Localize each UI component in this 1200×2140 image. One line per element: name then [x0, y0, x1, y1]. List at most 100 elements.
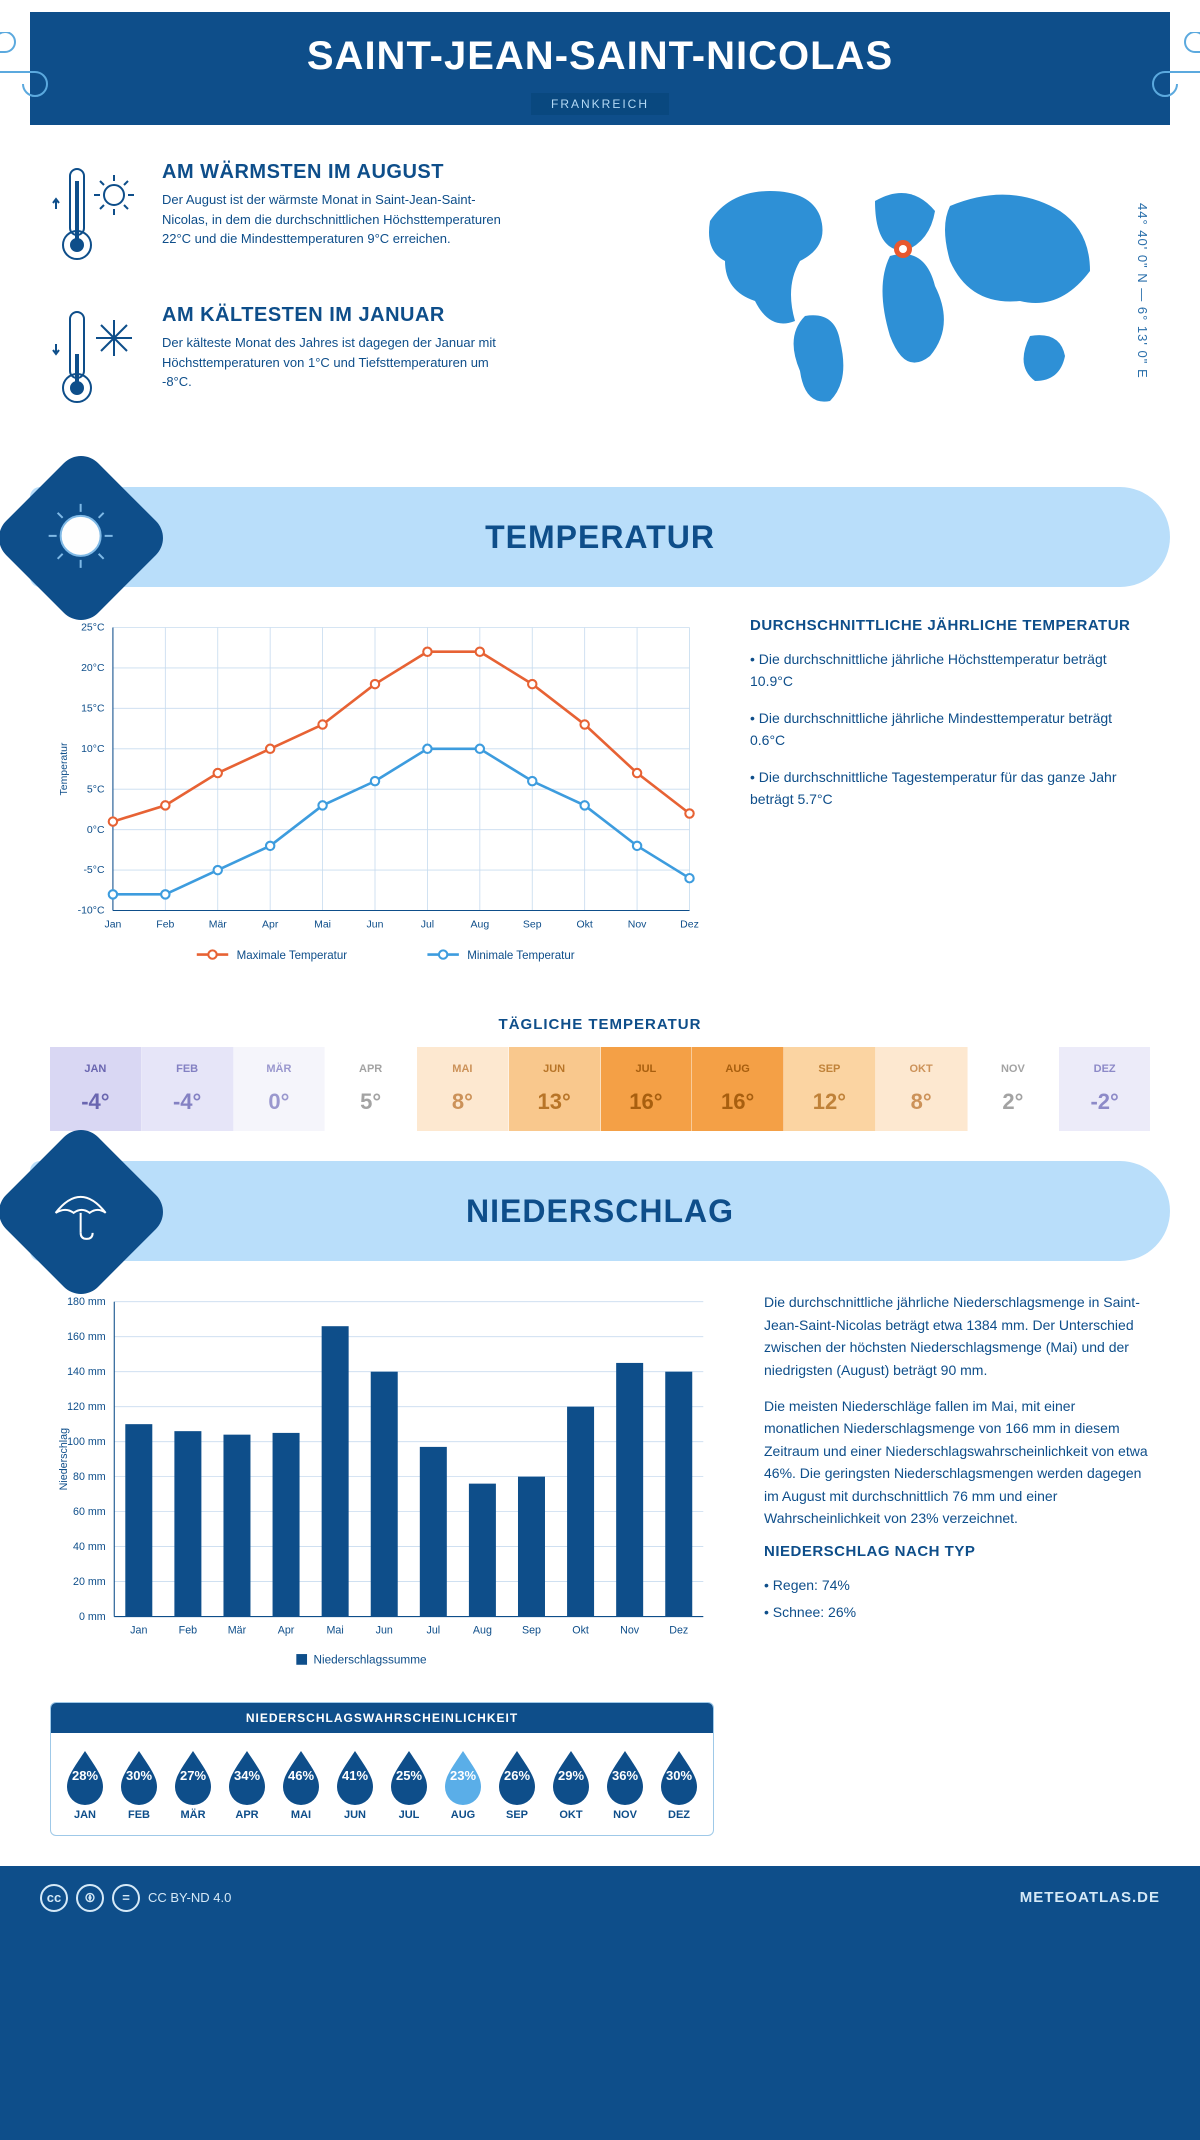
- intro-section: AM WÄRMSTEN IM AUGUST Der August ist der…: [30, 125, 1170, 467]
- svg-text:Apr: Apr: [262, 919, 279, 930]
- by-icon: 🅯: [76, 1884, 104, 1912]
- country-label: FRANKREICH: [531, 93, 669, 115]
- svg-text:Jul: Jul: [421, 919, 434, 930]
- temp-cell: OKT8°: [876, 1047, 968, 1131]
- svg-text:160 mm: 160 mm: [67, 1331, 106, 1343]
- svg-text:Mär: Mär: [209, 919, 228, 930]
- svg-text:0 mm: 0 mm: [79, 1611, 106, 1623]
- prob-drop: 30% DEZ: [655, 1747, 703, 1821]
- temp-cell: FEB-4°: [142, 1047, 234, 1131]
- prob-row: 28% JAN 30% FEB 27% MÄR 34% APR 46% MAI …: [51, 1733, 713, 1835]
- svg-text:Okt: Okt: [572, 1625, 589, 1637]
- prob-drop: 36% NOV: [601, 1747, 649, 1821]
- temp-cell: SEP12°: [784, 1047, 876, 1131]
- svg-text:40 mm: 40 mm: [73, 1541, 106, 1553]
- svg-text:120 mm: 120 mm: [67, 1401, 106, 1413]
- svg-text:-5°C: -5°C: [83, 865, 104, 876]
- prob-drop: 26% SEP: [493, 1747, 541, 1821]
- svg-text:Sep: Sep: [523, 919, 542, 930]
- prob-drop: 34% APR: [223, 1747, 271, 1821]
- svg-text:20 mm: 20 mm: [73, 1576, 106, 1588]
- prob-drop: 23% AUG: [439, 1747, 487, 1821]
- prob-drop: 27% MÄR: [169, 1747, 217, 1821]
- nd-icon: =: [112, 1884, 140, 1912]
- svg-text:180 mm: 180 mm: [67, 1296, 106, 1308]
- svg-text:Jul: Jul: [426, 1625, 440, 1637]
- precip-type-item: • Regen: 74%: [764, 1574, 1150, 1596]
- prob-drop: 46% MAI: [277, 1747, 325, 1821]
- svg-text:140 mm: 140 mm: [67, 1366, 106, 1378]
- svg-text:20°C: 20°C: [81, 663, 105, 674]
- svg-text:Feb: Feb: [179, 1625, 197, 1637]
- svg-text:Apr: Apr: [278, 1625, 295, 1637]
- svg-text:5°C: 5°C: [87, 784, 105, 795]
- temp-bullet: • Die durchschnittliche jährliche Höchst…: [750, 648, 1150, 693]
- svg-text:15°C: 15°C: [81, 704, 105, 715]
- svg-text:100 mm: 100 mm: [67, 1436, 106, 1448]
- svg-text:Jan: Jan: [130, 1625, 147, 1637]
- prob-drop: 30% FEB: [115, 1747, 163, 1821]
- svg-text:Temperatur: Temperatur: [59, 742, 70, 795]
- temp-info-title: DURCHSCHNITTLICHE JÄHRLICHE TEMPERATUR: [750, 617, 1150, 634]
- svg-text:Minimale Temperatur: Minimale Temperatur: [467, 950, 574, 962]
- temp-cell: DEZ-2°: [1059, 1047, 1150, 1131]
- svg-text:Nov: Nov: [620, 1625, 640, 1637]
- cc-icon: cc: [40, 1884, 68, 1912]
- svg-text:Mär: Mär: [228, 1625, 247, 1637]
- fact-warm-text: Der August ist der wärmste Monat in Sain…: [162, 190, 502, 249]
- svg-text:Nov: Nov: [628, 919, 647, 930]
- temp-bullet: • Die durchschnittliche Tagestemperatur …: [750, 766, 1150, 811]
- location-title: SAINT-JEAN-SAINT-NICOLAS: [30, 34, 1170, 79]
- daily-temp-table: JAN-4°FEB-4°MÄR0°APR5°MAI8°JUN13°JUL16°A…: [50, 1047, 1150, 1131]
- svg-text:Aug: Aug: [471, 919, 490, 930]
- temp-cell: AUG16°: [692, 1047, 784, 1131]
- svg-text:Jan: Jan: [104, 919, 121, 930]
- prob-title: NIEDERSCHLAGSWAHRSCHEINLICHKEIT: [51, 1703, 713, 1733]
- thermometer-sun-icon: [50, 161, 140, 271]
- sun-icon: [46, 501, 116, 571]
- svg-text:Niederschlagssumme: Niederschlagssumme: [313, 1654, 427, 1667]
- temp-cell: JUN13°: [509, 1047, 601, 1131]
- precip-para1: Die durchschnittliche jährliche Niedersc…: [764, 1291, 1150, 1381]
- prob-drop: 28% JAN: [61, 1747, 109, 1821]
- temp-bullet: • Die durchschnittliche jährliche Mindes…: [750, 707, 1150, 752]
- section-precip-title: NIEDERSCHLAG: [466, 1193, 734, 1230]
- precip-type-item: • Schnee: 26%: [764, 1601, 1150, 1623]
- page-header: SAINT-JEAN-SAINT-NICOLAS FRANKREICH: [30, 12, 1170, 125]
- precip-para2: Die meisten Niederschläge fallen im Mai,…: [764, 1395, 1150, 1529]
- temp-cell: NOV2°: [968, 1047, 1060, 1131]
- temperature-line-chart: -10°C-5°C0°C5°C10°C15°C20°C25°CJanFebMär…: [50, 617, 700, 973]
- fact-warmest: AM WÄRMSTEN IM AUGUST Der August ist der…: [50, 161, 650, 276]
- fact-cold-text: Der kälteste Monat des Jahres ist dagege…: [162, 333, 502, 392]
- svg-text:Mai: Mai: [314, 919, 331, 930]
- svg-text:Feb: Feb: [156, 919, 174, 930]
- prob-drop: 41% JUN: [331, 1747, 379, 1821]
- prob-drop: 29% OKT: [547, 1747, 595, 1821]
- temp-cell: JAN-4°: [50, 1047, 142, 1131]
- thermometer-snow-icon: [50, 304, 140, 414]
- section-temp-title: TEMPERATUR: [485, 519, 715, 556]
- svg-text:Jun: Jun: [367, 919, 384, 930]
- temp-cell: JUL16°: [601, 1047, 693, 1131]
- precip-bar-chart: 0 mm 20 mm 40 mm 60 mm 80 mm 100 mm 120 mm 140 …: [50, 1291, 714, 1677]
- svg-text:Maximale Temperatur: Maximale Temperatur: [237, 950, 348, 962]
- svg-text:-10°C: -10°C: [78, 906, 105, 917]
- temp-cell: MAI8°: [417, 1047, 509, 1131]
- umbrella-icon: [46, 1175, 116, 1245]
- svg-text:25°C: 25°C: [81, 623, 105, 634]
- svg-text:Okt: Okt: [577, 919, 593, 930]
- svg-text:Jun: Jun: [376, 1625, 393, 1637]
- svg-text:Sep: Sep: [522, 1625, 541, 1637]
- svg-text:Aug: Aug: [473, 1625, 492, 1637]
- footer: cc 🅯 = CC BY-ND 4.0 METEOATLAS.DE: [0, 1866, 1200, 1930]
- temp-cell: APR5°: [325, 1047, 417, 1131]
- svg-text:Niederschlag: Niederschlag: [58, 1428, 70, 1490]
- world-map: 44° 40' 0" N — 6° 13' 0" E: [690, 161, 1150, 447]
- license-text: CC BY-ND 4.0: [148, 1890, 231, 1905]
- svg-text:0°C: 0°C: [87, 825, 105, 836]
- prob-drop: 25% JUL: [385, 1747, 433, 1821]
- section-precip: NIEDERSCHLAG: [30, 1161, 1170, 1261]
- svg-text:60 mm: 60 mm: [73, 1506, 106, 1518]
- svg-text:Dez: Dez: [669, 1625, 688, 1637]
- svg-text:80 mm: 80 mm: [73, 1471, 106, 1483]
